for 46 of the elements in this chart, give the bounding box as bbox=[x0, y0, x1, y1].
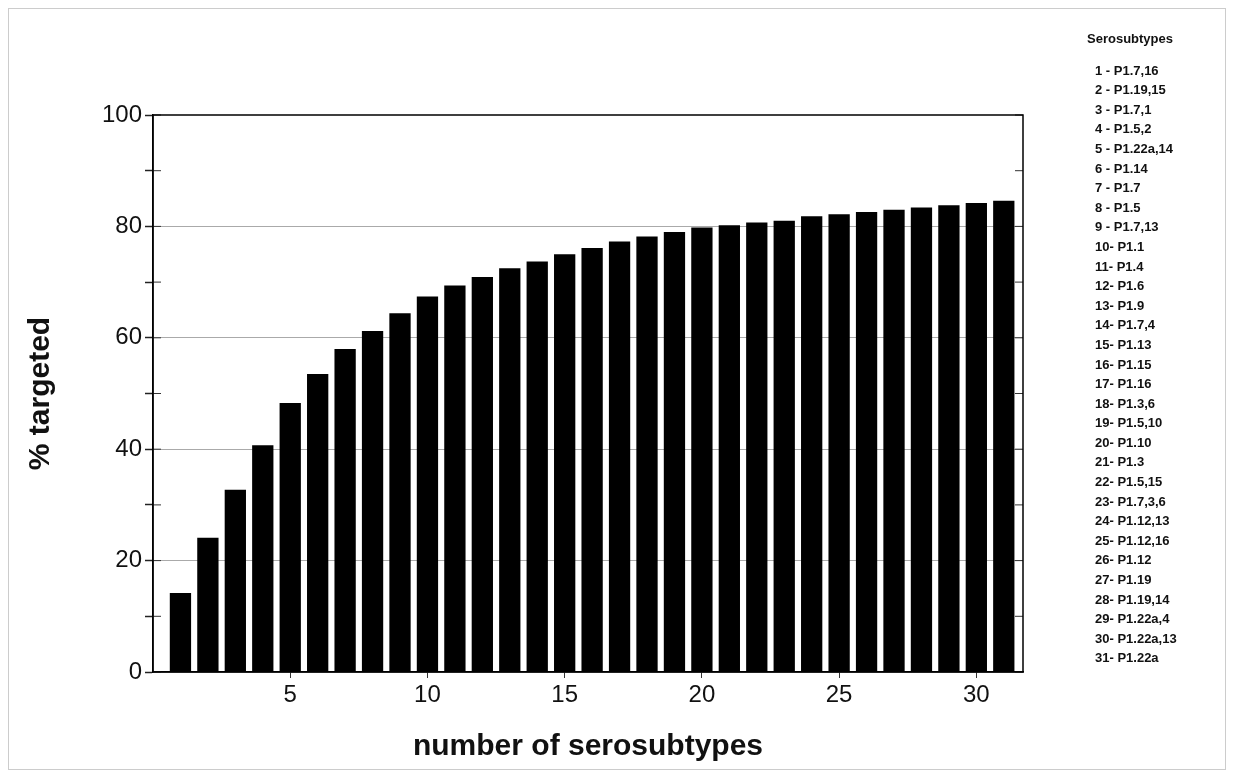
x-tick-label: 15 bbox=[551, 680, 579, 708]
x-tick-label: 20 bbox=[688, 680, 716, 708]
x-tick-label: 5 bbox=[283, 680, 297, 708]
y-tick-label: 20 bbox=[115, 545, 142, 573]
y-tick-label: 40 bbox=[115, 433, 142, 461]
x-tick-label: 25 bbox=[825, 680, 853, 708]
text: 7 - P1.7 bbox=[1095, 179, 1142, 198]
text: 6 - P1.14 bbox=[1095, 159, 1149, 178]
text: 29- P1.22a,4 bbox=[1095, 610, 1171, 629]
text: 23- P1.7,3,6 bbox=[1095, 492, 1167, 511]
text: 2 - P1.19,15 bbox=[1095, 81, 1167, 100]
text: 19- P1.5,10 bbox=[1095, 414, 1164, 433]
text: 3 - P1.7,1 bbox=[1095, 100, 1153, 119]
text: 10- P1.1 bbox=[1095, 237, 1146, 256]
text: 9 - P1.7,13 bbox=[1095, 218, 1160, 237]
text: 26- P1.12 bbox=[1095, 551, 1153, 570]
text: 8 - P1.5 bbox=[1095, 198, 1142, 217]
text: 14- P1.7,4 bbox=[1095, 316, 1156, 335]
text: 13- P1.9 bbox=[1095, 296, 1146, 315]
text: 24- P1.12,13 bbox=[1095, 512, 1171, 531]
text: 21- P1.3 bbox=[1095, 453, 1146, 472]
x-axis-title: number of serosubtypes bbox=[412, 728, 764, 762]
text: 5 - P1.22a,14 bbox=[1095, 139, 1175, 158]
text: 27- P1.19 bbox=[1095, 571, 1153, 590]
y-tick-label: 60 bbox=[115, 322, 142, 350]
text: 30- P1.22a,13 bbox=[1095, 629, 1177, 648]
text: Serosubtypes bbox=[1087, 30, 1174, 48]
text: 11- P1.4 bbox=[1095, 257, 1145, 276]
text: 28- P1.19,14 bbox=[1095, 590, 1171, 609]
text: 15- P1.13 bbox=[1095, 335, 1153, 354]
x-tick-label: 10 bbox=[414, 680, 441, 708]
text: 16- P1.15 bbox=[1095, 355, 1153, 374]
text: 1 - P1.7,16 bbox=[1095, 61, 1160, 80]
x-tick-label: 30 bbox=[962, 680, 990, 708]
text: 17- P1.16 bbox=[1095, 375, 1153, 394]
y-tick-label: 80 bbox=[115, 211, 142, 239]
text: 12- P1.6 bbox=[1095, 277, 1146, 296]
text: 25- P1.12,16 bbox=[1095, 531, 1171, 550]
y-tick-label: 0 bbox=[128, 656, 142, 684]
y-axis-title: % targeted bbox=[22, 316, 56, 471]
text: 4 - P1.5,2 bbox=[1095, 120, 1153, 139]
text: 22- P1.5,15 bbox=[1095, 473, 1164, 492]
text: 18- P1.3,6 bbox=[1095, 394, 1156, 413]
text: 31- P1.22a bbox=[1095, 649, 1160, 668]
text: 20- P1.10 bbox=[1095, 433, 1153, 452]
y-tick-label: 100 bbox=[101, 99, 142, 127]
